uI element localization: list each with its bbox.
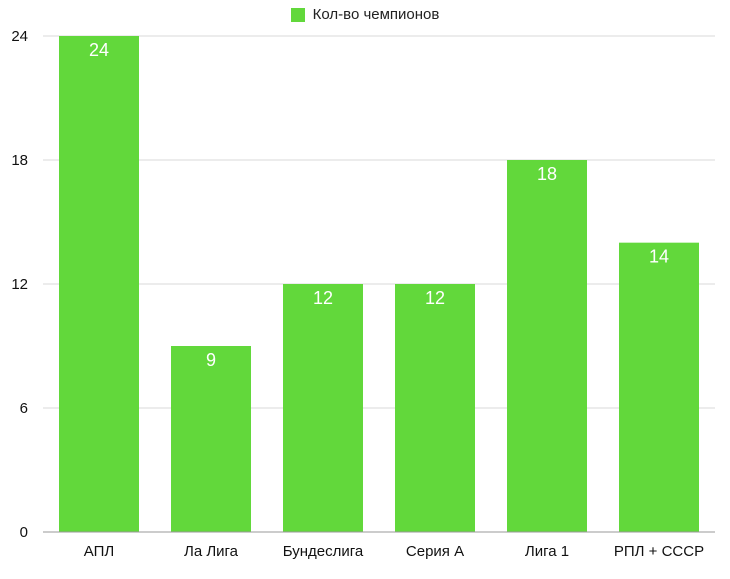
x-tick-label: Серия А [406,543,464,560]
y-tick-label: 24 [11,28,28,45]
data-label: 18 [537,164,557,184]
data-label: 9 [206,350,216,370]
data-label: 14 [649,247,669,267]
bar [395,284,475,532]
x-tick-label: РПЛ + СССР [614,543,704,560]
x-tick-label: АПЛ [84,543,114,560]
legend-label: Кол-во чемпионов [312,6,440,23]
bar [507,160,587,532]
y-tick-label: 6 [20,400,28,417]
bar [59,36,139,532]
data-label: 12 [425,288,445,308]
bar [283,284,363,532]
legend-swatch [290,7,305,22]
data-label: 24 [89,40,109,60]
y-tick-label: 12 [11,276,28,293]
bar [171,346,251,532]
x-tick-label: Лига 1 [525,543,569,560]
data-label: 12 [313,288,333,308]
y-tick-label: 0 [20,524,28,541]
bar [619,242,699,532]
x-tick-label: Бундеслига [283,543,364,560]
x-tick-label: Ла Лига [184,543,239,560]
legend: Кол-во чемпионов [0,6,730,23]
y-tick-label: 18 [11,152,28,169]
